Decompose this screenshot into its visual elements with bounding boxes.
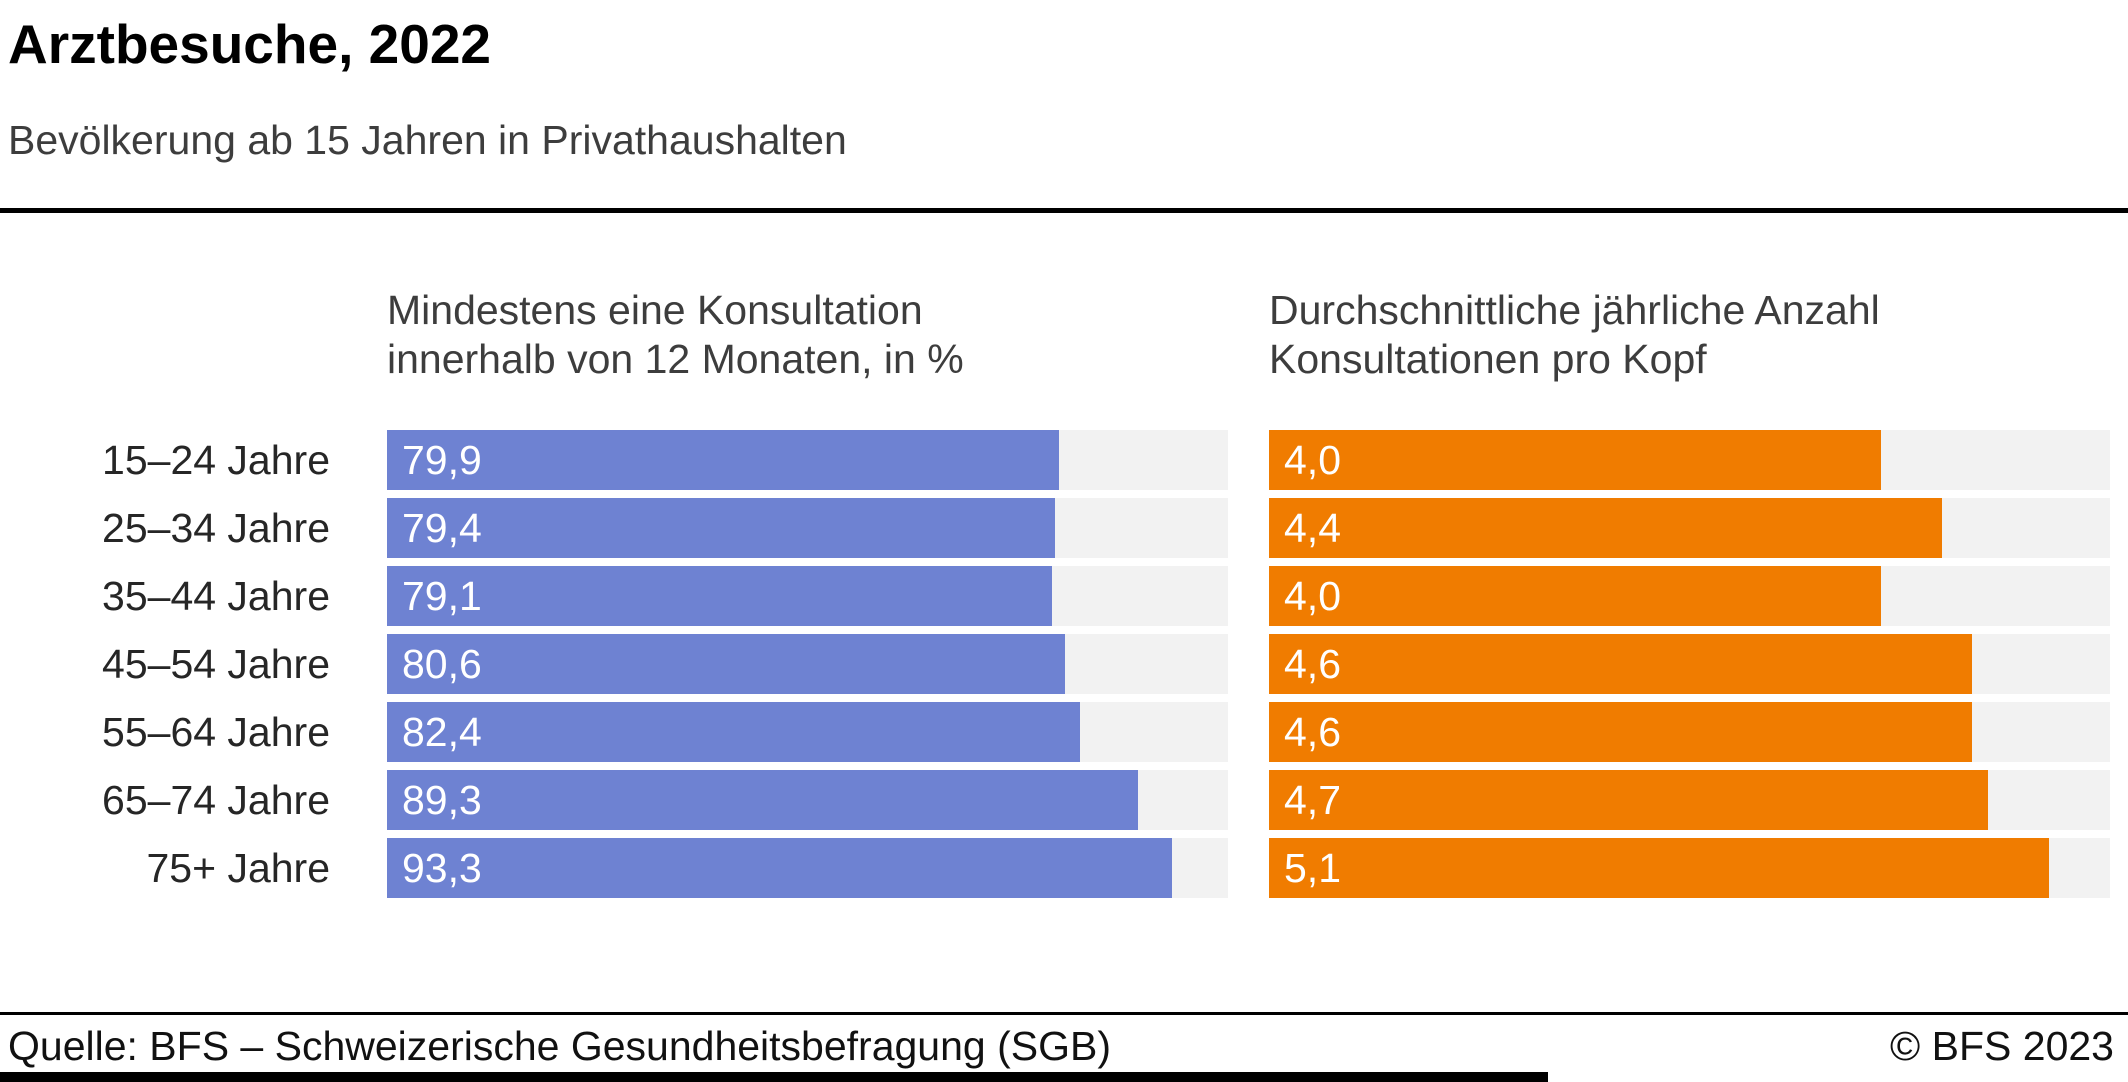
bar-value-label: 79,9 — [402, 437, 482, 484]
bar-track: 79,4 — [387, 498, 1228, 559]
chart-row: 25–34 Jahre 79,4 4,4 — [0, 498, 2110, 559]
right-panel-title-line1: Durchschnittliche jährliche Anzahl — [1269, 287, 1880, 333]
chart-header: Arztbesuche, 2022 Bevölkerung ab 15 Jahr… — [0, 0, 2128, 164]
bar: 79,4 — [387, 498, 1055, 559]
bar-value-label: 4,7 — [1284, 777, 1341, 824]
bar-chart: Mindestens eine Konsultation innerhalb v… — [0, 286, 2110, 899]
chart-row: 65–74 Jahre 89,3 4,7 — [0, 770, 2110, 831]
chart-row: 55–64 Jahre 82,4 4,6 — [0, 702, 2110, 763]
bar-value-label: 4,0 — [1284, 437, 1341, 484]
chart-row: 45–54 Jahre 80,6 4,6 — [0, 634, 2110, 695]
bar-track: 4,7 — [1269, 770, 2110, 831]
divider-footer — [0, 1012, 2128, 1015]
bar-value-label: 89,3 — [402, 777, 482, 824]
bar: 4,7 — [1269, 770, 1988, 831]
bar-value-label: 4,0 — [1284, 573, 1341, 620]
bar-track: 79,1 — [387, 566, 1228, 627]
bar: 82,4 — [387, 702, 1080, 763]
page-subtitle: Bevölkerung ab 15 Jahren in Privathausha… — [8, 116, 847, 163]
bar-track: 4,4 — [1269, 498, 2110, 559]
left-panel-title-line1: Mindestens eine Konsultation — [387, 287, 923, 333]
bar-value-label: 82,4 — [402, 709, 482, 756]
bar-track: 4,6 — [1269, 702, 2110, 763]
bar: 5,1 — [1269, 838, 2049, 899]
panel-headers: Mindestens eine Konsultation innerhalb v… — [0, 286, 2110, 384]
chart-row: 35–44 Jahre 79,1 4,0 — [0, 566, 2110, 627]
left-panel-title-line2: innerhalb von 12 Monaten, in % — [387, 336, 964, 383]
bar: 4,6 — [1269, 634, 1973, 695]
right-panel-title-line2: Konsultationen pro Kopf — [1269, 336, 1707, 383]
bar: 4,4 — [1269, 498, 1942, 559]
divider-top — [0, 208, 2128, 213]
bottom-bar — [0, 1072, 1548, 1082]
bar-value-label: 4,4 — [1284, 505, 1341, 552]
bar: 89,3 — [387, 770, 1138, 831]
copyright-text: © BFS 2023 — [1890, 1023, 2114, 1069]
bar-track: 4,0 — [1269, 566, 2110, 627]
bar-track: 82,4 — [387, 702, 1228, 763]
bar-value-label: 79,1 — [402, 573, 482, 620]
left-panel-title: Mindestens eine Konsultation innerhalb v… — [387, 286, 1228, 384]
bar-chart-rows: 15–24 Jahre 79,9 4,0 25–34 Jahre 79,4 4,4 35–4… — [0, 430, 2110, 899]
bar-track: 89,3 — [387, 770, 1228, 831]
page-title: Arztbesuche, 2022 — [8, 13, 491, 75]
bar-value-label: 4,6 — [1284, 641, 1341, 688]
chart-row: 75+ Jahre 93,3 5,1 — [0, 838, 2110, 899]
bar-track: 5,1 — [1269, 838, 2110, 899]
bar-track: 79,9 — [387, 430, 1228, 491]
bar-value-label: 93,3 — [402, 845, 482, 892]
bar: 79,9 — [387, 430, 1059, 491]
category-label: 55–64 Jahre — [102, 709, 330, 756]
bar-track: 80,6 — [387, 634, 1228, 695]
bar-value-label: 4,6 — [1284, 709, 1341, 756]
bar-value-label: 80,6 — [402, 641, 482, 688]
category-label: 15–24 Jahre — [102, 437, 330, 484]
category-label: 35–44 Jahre — [102, 573, 330, 620]
bar: 79,1 — [387, 566, 1053, 627]
bar: 4,6 — [1269, 702, 1973, 763]
source-text: Quelle: BFS – Schweizerische Gesundheits… — [8, 1023, 1111, 1069]
category-label: 65–74 Jahre — [102, 777, 330, 824]
bar-value-label: 5,1 — [1284, 845, 1341, 892]
bar-value-label: 79,4 — [402, 505, 482, 552]
bar-track: 4,6 — [1269, 634, 2110, 695]
bar-track: 4,0 — [1269, 430, 2110, 491]
chart-footer: Quelle: BFS – Schweizerische Gesundheits… — [8, 1023, 2114, 1070]
bar: 4,0 — [1269, 566, 1881, 627]
chart-row: 15–24 Jahre 79,9 4,0 — [0, 430, 2110, 491]
category-label: 45–54 Jahre — [102, 641, 330, 688]
right-panel-title: Durchschnittliche jährliche Anzahl Konsu… — [1269, 286, 2110, 384]
bar: 80,6 — [387, 634, 1065, 695]
bar-track: 93,3 — [387, 838, 1228, 899]
category-label: 75+ Jahre — [146, 845, 331, 892]
bar: 93,3 — [387, 838, 1172, 899]
category-label: 25–34 Jahre — [102, 505, 330, 552]
bar: 4,0 — [1269, 430, 1881, 491]
